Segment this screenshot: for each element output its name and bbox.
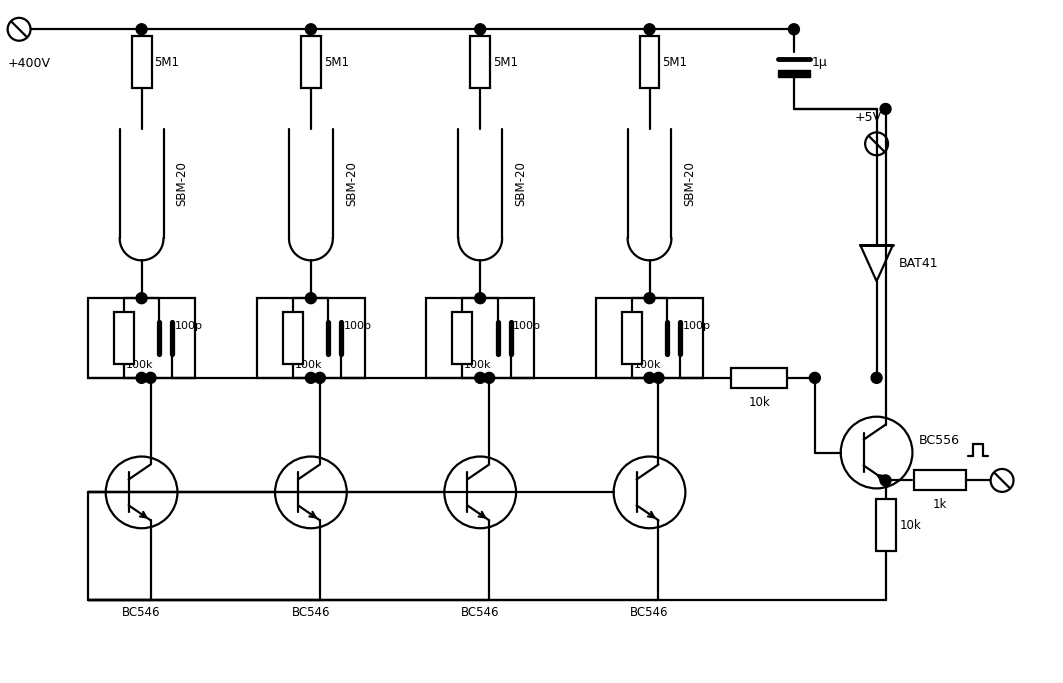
Circle shape	[315, 372, 325, 383]
Bar	[914, 471, 966, 490]
Bar	[426, 298, 534, 378]
Text: SBM-20: SBM-20	[175, 161, 188, 206]
Text: 100p: 100p	[174, 321, 202, 331]
Circle shape	[880, 103, 891, 115]
Circle shape	[475, 293, 486, 304]
Bar	[114, 312, 134, 364]
Bar	[257, 298, 365, 378]
Bar	[132, 36, 152, 88]
Circle shape	[305, 24, 317, 35]
Text: 100p: 100p	[682, 321, 710, 331]
Text: 10k: 10k	[748, 395, 770, 409]
Circle shape	[880, 475, 891, 486]
Bar	[453, 312, 472, 364]
Circle shape	[653, 372, 664, 383]
Bar	[622, 312, 642, 364]
Circle shape	[871, 372, 882, 383]
Text: 5M1: 5M1	[662, 55, 688, 68]
Text: 1µ: 1µ	[812, 55, 828, 68]
Text: SBM-20: SBM-20	[344, 161, 358, 206]
Circle shape	[136, 24, 147, 35]
Circle shape	[475, 372, 486, 383]
Bar	[283, 312, 303, 364]
Bar	[88, 298, 196, 378]
Bar	[731, 368, 787, 388]
Bar	[876, 499, 895, 551]
Bar	[595, 298, 704, 378]
Text: 100p: 100p	[513, 321, 541, 331]
Text: 100k: 100k	[125, 360, 153, 370]
Bar	[470, 36, 490, 88]
Text: BC546: BC546	[630, 606, 669, 619]
Bar	[640, 36, 659, 88]
Text: BC556: BC556	[918, 434, 960, 447]
Text: +400V: +400V	[7, 57, 50, 70]
Circle shape	[484, 372, 494, 383]
Text: BAT41: BAT41	[898, 257, 939, 270]
Circle shape	[145, 372, 156, 383]
Bar	[301, 36, 321, 88]
Circle shape	[789, 24, 799, 35]
Text: 100k: 100k	[634, 360, 661, 370]
Bar	[778, 70, 810, 77]
Text: BC546: BC546	[291, 606, 331, 619]
Circle shape	[644, 372, 655, 383]
Circle shape	[305, 372, 317, 383]
Text: +5V: +5V	[855, 111, 882, 124]
Circle shape	[136, 293, 147, 304]
Text: 5M1: 5M1	[493, 55, 518, 68]
Circle shape	[644, 293, 655, 304]
Circle shape	[809, 372, 821, 383]
Text: 1k: 1k	[933, 499, 947, 512]
Text: 5M1: 5M1	[154, 55, 180, 68]
Text: SBM-20: SBM-20	[684, 161, 696, 206]
Text: 100p: 100p	[343, 321, 372, 331]
Text: BC546: BC546	[461, 606, 500, 619]
Text: 5M1: 5M1	[324, 55, 349, 68]
Text: 100k: 100k	[294, 360, 322, 370]
Circle shape	[644, 24, 655, 35]
Text: SBM-20: SBM-20	[514, 161, 527, 206]
Text: 100k: 100k	[465, 360, 492, 370]
Text: 10k: 10k	[899, 519, 922, 532]
Text: BC546: BC546	[122, 606, 161, 619]
Circle shape	[475, 24, 486, 35]
Circle shape	[305, 293, 317, 304]
Circle shape	[136, 372, 147, 383]
